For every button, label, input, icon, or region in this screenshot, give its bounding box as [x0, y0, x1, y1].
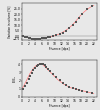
Point — [42, 63, 44, 65]
Point — [33, 69, 34, 71]
Point — [47, 68, 49, 70]
Point — [41, 38, 42, 39]
Point — [65, 84, 67, 86]
Point — [59, 79, 60, 81]
Point — [86, 91, 88, 93]
Point — [38, 38, 39, 40]
Point — [49, 36, 50, 38]
Point — [82, 90, 83, 92]
Point — [24, 36, 25, 38]
Point — [31, 38, 33, 39]
Point — [86, 8, 88, 10]
Point — [72, 87, 73, 89]
Point — [22, 88, 24, 90]
Point — [52, 73, 54, 75]
Point — [34, 67, 36, 69]
Point — [78, 89, 80, 91]
Point — [62, 82, 64, 83]
Point — [72, 25, 73, 26]
Point — [55, 35, 57, 36]
Point — [39, 63, 41, 65]
Point — [31, 72, 33, 74]
Point — [91, 92, 93, 94]
Point — [82, 13, 83, 15]
Point — [62, 32, 64, 34]
Point — [55, 76, 57, 78]
Point — [39, 38, 41, 39]
X-axis label: Fluence [dpa]: Fluence [dpa] — [49, 47, 70, 51]
Point — [26, 82, 28, 83]
Point — [44, 65, 46, 66]
Point — [46, 37, 47, 38]
Y-axis label: E/E₀: E/E₀ — [13, 75, 17, 82]
Point — [34, 38, 36, 40]
Point — [75, 88, 77, 90]
Point — [41, 63, 42, 65]
Point — [68, 28, 70, 29]
Point — [68, 86, 70, 87]
Point — [28, 78, 29, 80]
Point — [52, 36, 54, 37]
Point — [46, 66, 47, 68]
Point — [22, 35, 24, 37]
Point — [78, 17, 80, 19]
Point — [36, 65, 38, 67]
Point — [29, 37, 31, 39]
Point — [36, 38, 38, 40]
Y-axis label: Variation in volume [%]: Variation in volume [%] — [8, 6, 12, 38]
Point — [75, 21, 77, 23]
Point — [26, 36, 28, 38]
Point — [38, 64, 39, 65]
Point — [49, 70, 50, 72]
Point — [42, 37, 44, 39]
Point — [91, 5, 93, 7]
X-axis label: Fluence [dpa]: Fluence [dpa] — [49, 104, 70, 108]
Point — [47, 36, 49, 38]
Point — [29, 75, 31, 77]
Point — [44, 37, 46, 39]
Point — [24, 85, 25, 87]
Point — [28, 37, 29, 39]
Point — [59, 33, 60, 35]
Point — [65, 30, 67, 32]
Point — [33, 38, 34, 39]
